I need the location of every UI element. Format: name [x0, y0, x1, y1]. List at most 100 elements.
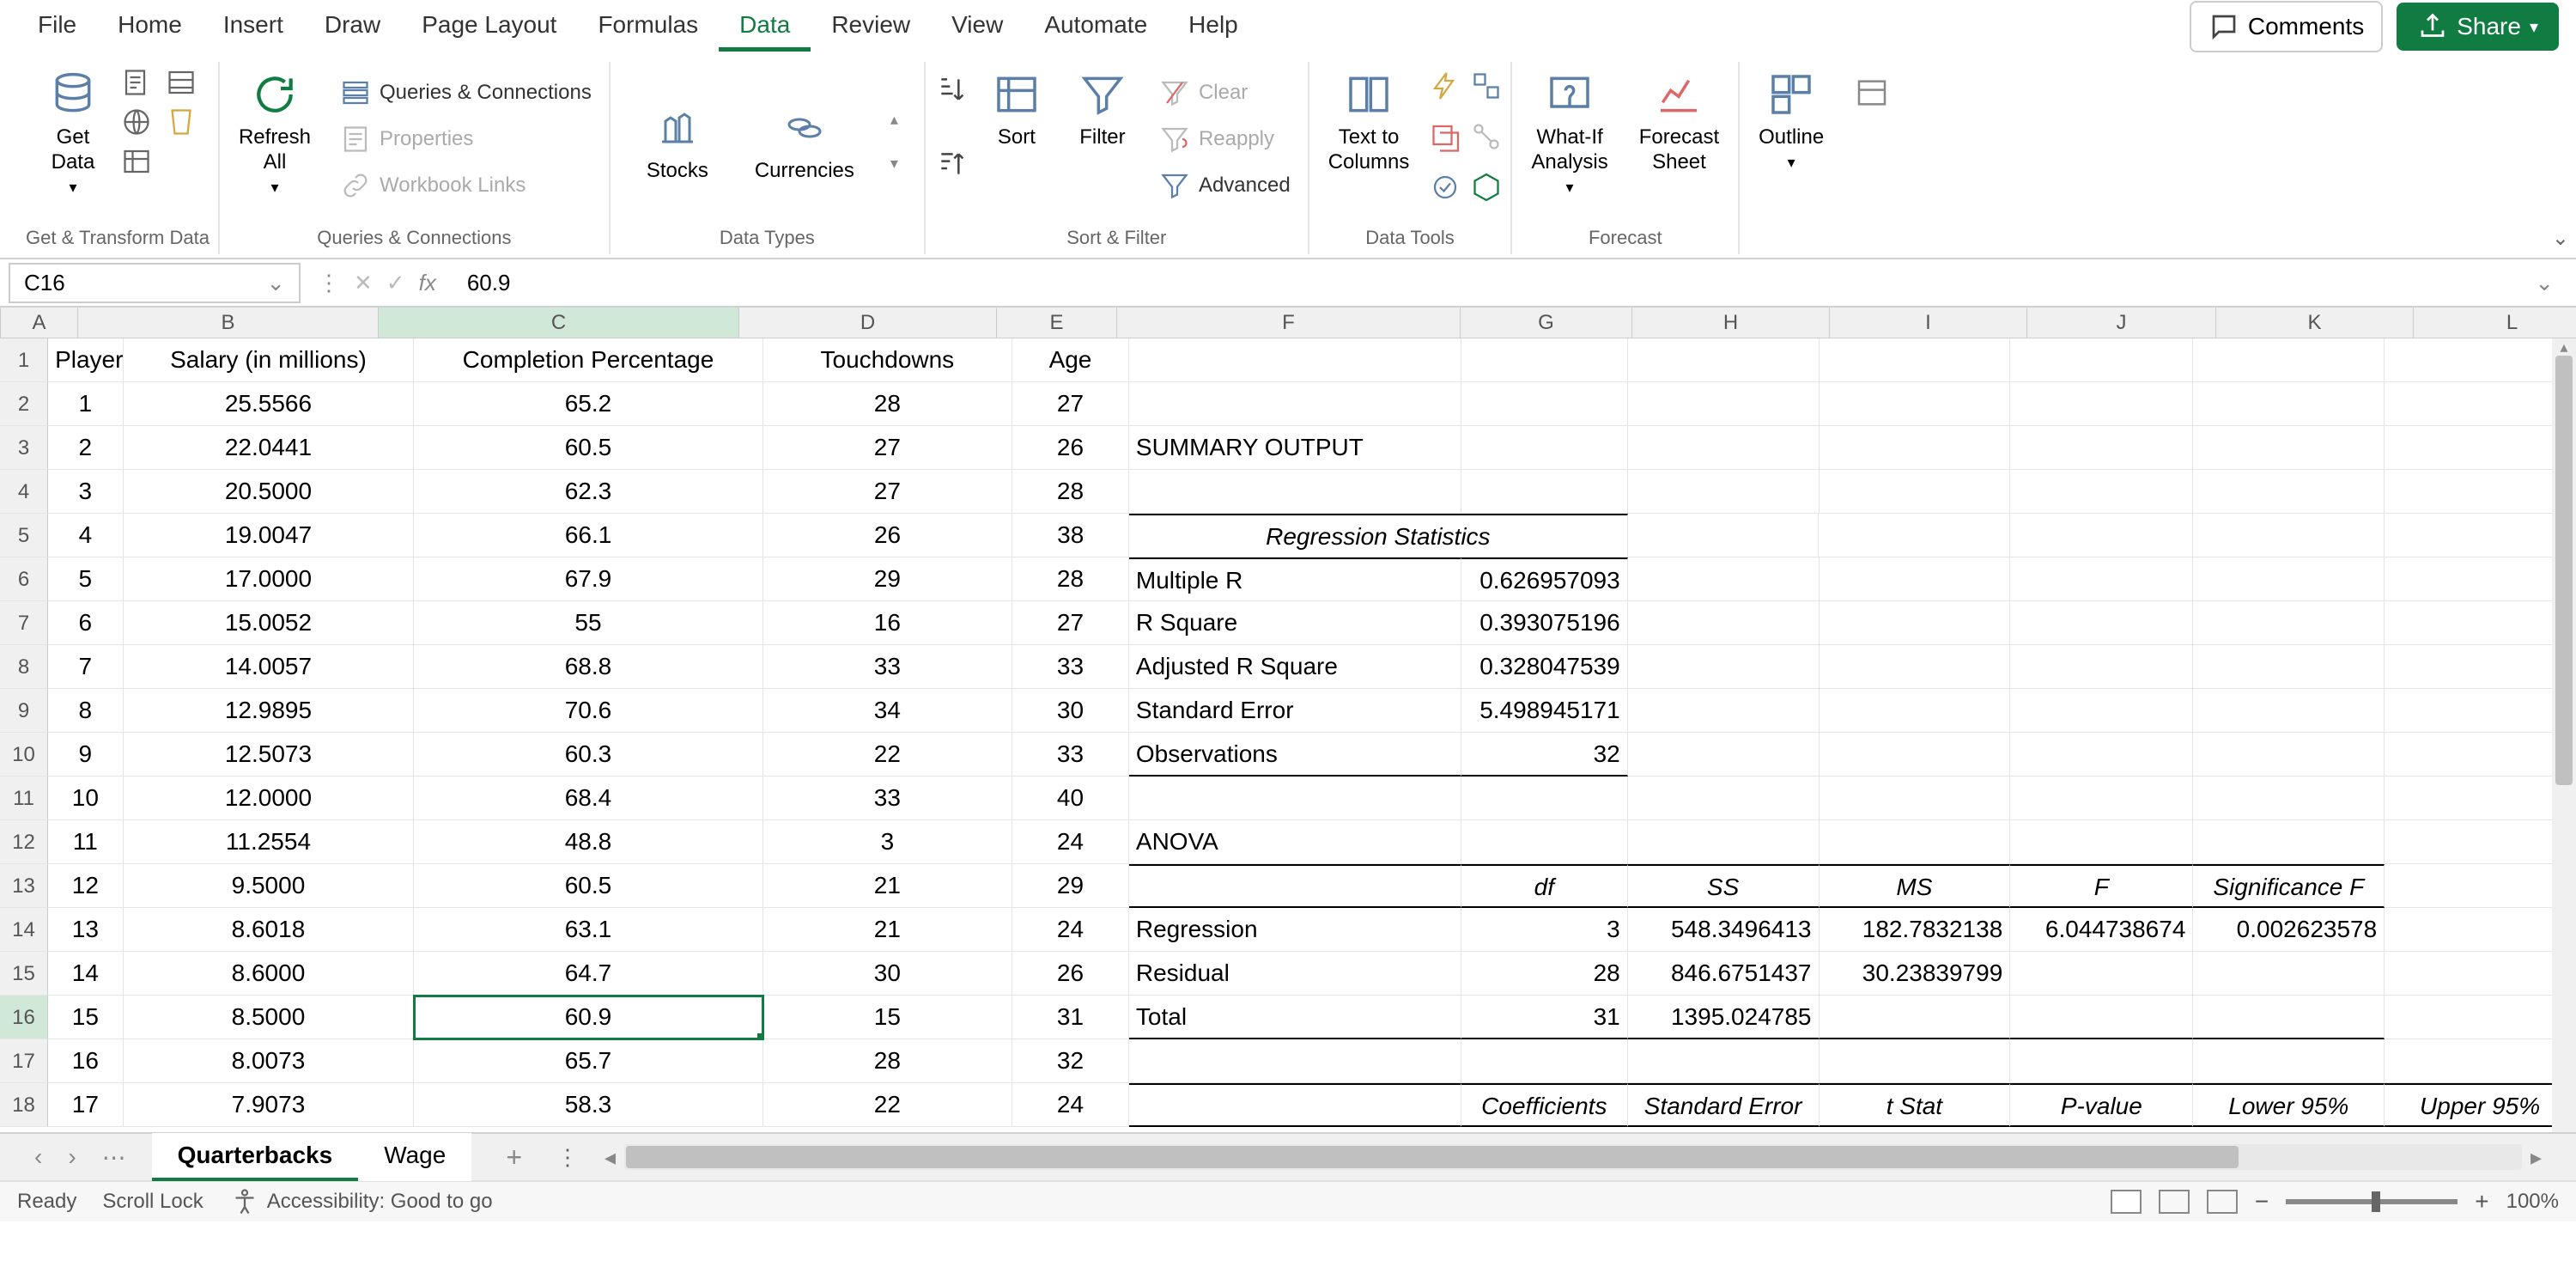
cell-I7[interactable] [1820, 601, 2011, 645]
cell-D8[interactable]: 33 [763, 645, 1012, 689]
cell-B14[interactable]: 8.6018 [124, 908, 415, 952]
cell-K18[interactable]: Lower 95% [2193, 1083, 2385, 1127]
cell-F15[interactable]: Residual [1129, 952, 1461, 996]
cancel-icon[interactable]: ✕ [354, 270, 373, 296]
currencies-button[interactable]: Currencies [744, 95, 865, 189]
cell-L15[interactable] [2385, 952, 2576, 996]
cell-C4[interactable]: 62.3 [414, 470, 762, 514]
cell-F8[interactable]: Adjusted R Square [1129, 645, 1461, 689]
workbook-links-button[interactable]: Workbook Links [331, 165, 600, 206]
cell-E12[interactable]: 24 [1012, 820, 1129, 864]
stocks-button[interactable]: Stocks [636, 95, 719, 189]
cell-B9[interactable]: 12.9895 [124, 689, 415, 733]
row-header-6[interactable]: 6 [0, 557, 48, 601]
cell-C1[interactable]: Completion Percentage [414, 338, 762, 382]
cell-C6[interactable]: 67.9 [414, 557, 762, 601]
cell-E4[interactable]: 28 [1012, 470, 1129, 514]
cell-A15[interactable]: 14 [48, 952, 124, 996]
cell-G6[interactable]: 0.626957093 [1461, 557, 1628, 601]
text-to-columns-button[interactable]: Text to Columns [1318, 62, 1420, 180]
cell-H16[interactable]: 1395.024785 [1628, 996, 1820, 1039]
menu-data[interactable]: Data [719, 3, 811, 52]
cell-I3[interactable] [1820, 426, 2011, 470]
data-validation-icon[interactable] [1430, 172, 1461, 209]
vertical-scrollbar[interactable]: ▴ [2552, 338, 2576, 1132]
what-if-button[interactable]: What-If Analysis ▾ [1521, 62, 1618, 202]
menu-home[interactable]: Home [97, 3, 203, 52]
sort-desc-button[interactable] [934, 147, 969, 187]
from-text-icon[interactable] [121, 67, 155, 101]
cell-G17[interactable] [1461, 1039, 1628, 1083]
data-model-icon[interactable] [1471, 172, 1502, 209]
vscroll-thumb[interactable] [2555, 356, 2573, 785]
cell-K8[interactable] [2193, 645, 2385, 689]
cell-J3[interactable] [2010, 426, 2193, 470]
cell-I10[interactable] [1820, 733, 2011, 777]
cell-I5[interactable] [1819, 514, 2010, 557]
cell-E9[interactable]: 30 [1012, 689, 1129, 733]
cell-J4[interactable] [2010, 470, 2193, 514]
col-header-A[interactable]: A [1, 308, 78, 338]
cell-J11[interactable] [2010, 777, 2193, 820]
consolidate-icon[interactable] [1471, 70, 1502, 107]
menu-file[interactable]: File [17, 3, 97, 52]
row-header-12[interactable]: 12 [0, 820, 48, 864]
cell-G14[interactable]: 3 [1461, 908, 1628, 952]
cell-B2[interactable]: 25.5566 [124, 382, 415, 426]
cell-K14[interactable]: 0.002623578 [2193, 908, 2385, 952]
name-box[interactable]: C16 ⌄ [9, 263, 301, 303]
cell-A3[interactable]: 2 [48, 426, 124, 470]
cell-A2[interactable]: 1 [48, 382, 124, 426]
properties-button[interactable]: Properties [331, 119, 600, 160]
cell-A8[interactable]: 7 [48, 645, 124, 689]
cell-A1[interactable]: Player [48, 338, 124, 382]
cell-G4[interactable] [1461, 470, 1628, 514]
formula-input[interactable]: 60.9 [453, 265, 2521, 302]
cell-K17[interactable] [2193, 1039, 2385, 1083]
menu-draw[interactable]: Draw [304, 3, 401, 52]
cell-L5[interactable] [2385, 514, 2576, 557]
cell-C2[interactable]: 65.2 [414, 382, 762, 426]
col-header-B[interactable]: B [78, 308, 379, 338]
cell-G7[interactable]: 0.393075196 [1461, 601, 1628, 645]
normal-view-button[interactable] [2111, 1190, 2142, 1214]
cell-F9[interactable]: Standard Error [1129, 689, 1461, 733]
page-break-button[interactable] [2207, 1190, 2238, 1214]
cell-C17[interactable]: 65.7 [414, 1039, 762, 1083]
cell-A13[interactable]: 12 [48, 864, 124, 908]
flash-fill-icon[interactable] [1430, 70, 1461, 107]
cell-L16[interactable] [2385, 996, 2576, 1039]
row-header-16[interactable]: 16 [0, 996, 48, 1039]
horizontal-scrollbar[interactable]: ◂ ▸ [587, 1144, 2559, 1171]
cell-J2[interactable] [2010, 382, 2193, 426]
get-data-button[interactable]: Get Data ▾ [35, 62, 111, 202]
cell-D4[interactable]: 27 [763, 470, 1012, 514]
cell-F6[interactable]: Multiple R [1129, 557, 1461, 601]
cell-K13[interactable]: Significance F [2193, 864, 2385, 908]
cell-C8[interactable]: 68.8 [414, 645, 762, 689]
cell-F12[interactable]: ANOVA [1129, 820, 1461, 864]
col-header-J[interactable]: J [2027, 308, 2216, 338]
cell-H6[interactable] [1628, 557, 1820, 601]
queries-connections-button[interactable]: Queries & Connections [331, 72, 600, 113]
cell-L9[interactable] [2385, 689, 2576, 733]
cell-L2[interactable] [2385, 382, 2576, 426]
cell-H18[interactable]: Standard Error [1628, 1083, 1820, 1127]
existing-connections-icon[interactable] [166, 107, 200, 141]
row-header-10[interactable]: 10 [0, 733, 48, 777]
cell-F10[interactable]: Observations [1129, 733, 1461, 777]
cell-C9[interactable]: 70.6 [414, 689, 762, 733]
cell-F3[interactable]: SUMMARY OUTPUT [1129, 426, 1461, 470]
cell-H11[interactable] [1628, 777, 1820, 820]
advanced-button[interactable]: Advanced [1151, 165, 1299, 206]
cell-G3[interactable] [1461, 426, 1628, 470]
formula-expand-icon[interactable]: ⌄ [2521, 270, 2567, 296]
cell-A10[interactable]: 9 [48, 733, 124, 777]
cell-H8[interactable] [1628, 645, 1820, 689]
cell-K3[interactable] [2193, 426, 2385, 470]
row-header-15[interactable]: 15 [0, 952, 48, 996]
cell-I15[interactable]: 30.23839799 [1820, 952, 2011, 996]
cell-J9[interactable] [2010, 689, 2193, 733]
cell-B17[interactable]: 8.0073 [124, 1039, 415, 1083]
remove-duplicates-icon[interactable] [1430, 121, 1461, 158]
